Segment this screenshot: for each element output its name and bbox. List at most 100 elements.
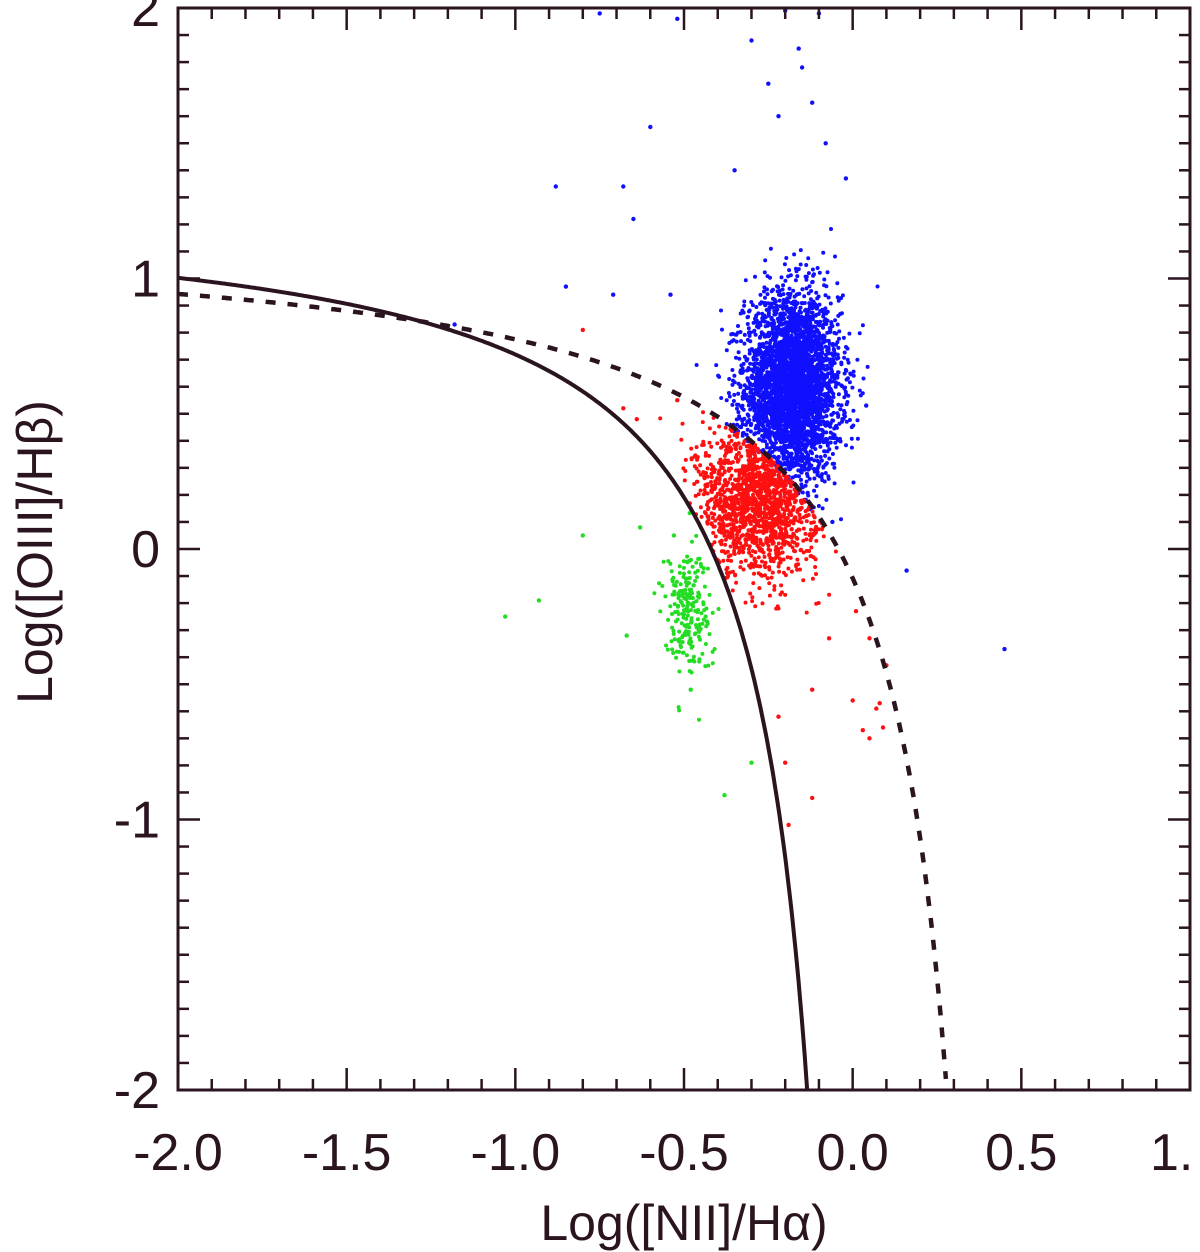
red-point xyxy=(726,558,730,563)
blue-point xyxy=(675,16,680,21)
blue-point xyxy=(806,433,811,438)
red-point xyxy=(743,537,748,542)
blue-point xyxy=(812,374,817,379)
green-point xyxy=(703,642,708,646)
red-point xyxy=(580,327,585,333)
red-point xyxy=(784,530,789,535)
red-point xyxy=(760,511,764,516)
blue-point xyxy=(830,519,835,525)
blue-point xyxy=(834,445,839,450)
red-point xyxy=(758,572,763,577)
blue-point xyxy=(825,270,830,275)
blue-point xyxy=(847,418,852,422)
blue-point xyxy=(829,362,833,367)
red-point xyxy=(741,464,745,469)
blue-point xyxy=(783,365,788,370)
blue-point xyxy=(815,304,820,308)
blue-point xyxy=(864,403,869,408)
red-point xyxy=(791,505,796,510)
blue-point xyxy=(875,284,880,289)
red-point xyxy=(705,484,710,489)
red-point xyxy=(753,465,757,470)
blue-point xyxy=(748,407,753,412)
blue-point xyxy=(773,372,778,377)
blue-point xyxy=(835,281,840,286)
blue-point xyxy=(824,497,829,502)
blue-point xyxy=(744,385,749,390)
red-point xyxy=(729,490,734,495)
blue-point xyxy=(736,324,740,328)
blue-point xyxy=(800,287,805,292)
red-point xyxy=(744,465,749,470)
blue-point xyxy=(822,449,827,454)
blue-point xyxy=(840,419,844,424)
blue-point xyxy=(741,407,746,412)
blue-point xyxy=(815,433,820,438)
red-point xyxy=(770,477,775,482)
red-point xyxy=(718,507,723,511)
red-point xyxy=(721,558,726,563)
red-point xyxy=(732,552,737,556)
green-point xyxy=(661,559,666,564)
blue-point xyxy=(855,357,860,362)
red-point xyxy=(706,517,711,522)
blue-point xyxy=(742,391,747,396)
blue-point xyxy=(802,340,807,345)
red-point xyxy=(698,463,703,468)
blue-point xyxy=(758,387,763,392)
red-point xyxy=(751,488,756,493)
blue-point xyxy=(803,378,808,383)
blue-point xyxy=(818,410,823,414)
green-point xyxy=(695,575,699,580)
blue-point xyxy=(799,430,804,435)
blue-point xyxy=(818,376,823,381)
blue-point xyxy=(773,406,778,411)
blue-point xyxy=(799,420,804,425)
red-point xyxy=(747,444,752,449)
blue-point xyxy=(835,322,840,327)
red-point xyxy=(777,490,782,495)
red-point xyxy=(752,571,756,576)
blue-point xyxy=(801,443,806,448)
blue-point xyxy=(795,351,800,356)
red-point xyxy=(731,507,736,512)
red-point xyxy=(749,553,754,558)
blue-point xyxy=(814,312,819,317)
blue-point xyxy=(793,365,798,370)
blue-point xyxy=(778,363,783,367)
red-point xyxy=(737,549,742,554)
blue-point xyxy=(810,317,815,322)
blue-point xyxy=(731,378,735,383)
red-point xyxy=(721,521,726,526)
blue-point xyxy=(765,421,770,426)
green-point xyxy=(670,647,675,652)
blue-point xyxy=(781,388,786,393)
blue-point xyxy=(796,328,801,333)
red-point xyxy=(771,460,775,465)
blue-point xyxy=(746,314,751,319)
blue-point xyxy=(754,383,759,388)
red-point xyxy=(745,532,750,537)
red-point xyxy=(778,496,783,501)
blue-point xyxy=(747,351,752,356)
blue-point xyxy=(800,320,805,325)
blue-point xyxy=(796,46,801,51)
red-point xyxy=(760,601,765,606)
red-point xyxy=(763,483,768,488)
blue-point xyxy=(741,430,746,435)
red-point xyxy=(795,557,800,562)
red-point xyxy=(750,599,755,604)
blue-point xyxy=(738,311,743,316)
red-point xyxy=(749,467,754,472)
blue-point xyxy=(694,363,699,367)
red-point xyxy=(727,531,732,535)
red-point xyxy=(729,517,734,522)
blue-point xyxy=(730,368,735,372)
red-point xyxy=(809,527,813,532)
blue-point xyxy=(776,114,781,119)
blue-point xyxy=(836,414,841,419)
blue-point xyxy=(770,330,775,334)
blue-point xyxy=(793,357,798,362)
blue-point xyxy=(810,398,815,403)
blue-point xyxy=(804,364,809,369)
